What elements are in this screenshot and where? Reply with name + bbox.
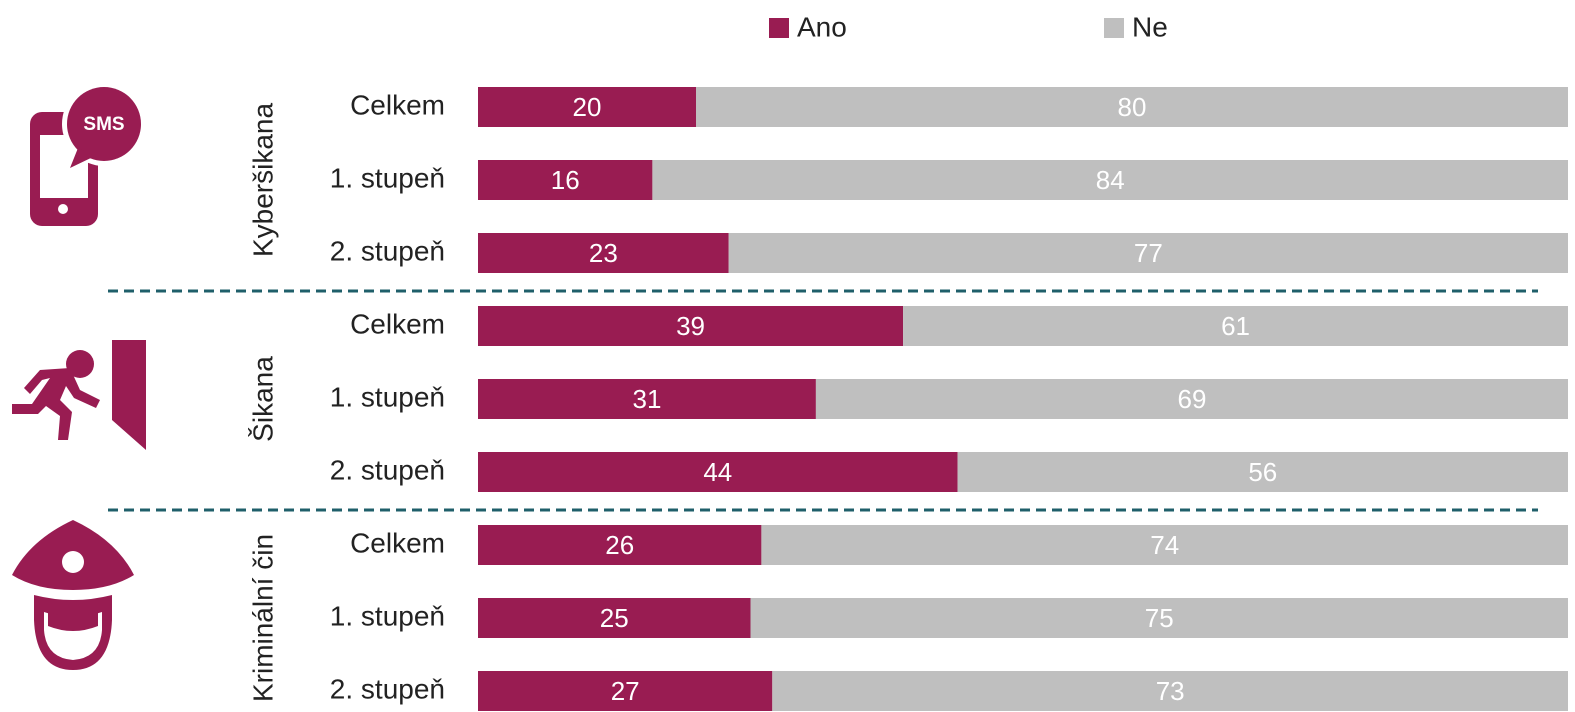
- value-label: 26: [605, 530, 634, 560]
- category-label: 1. stupeň: [330, 162, 445, 193]
- value-label: 31: [632, 384, 661, 414]
- group-label: Šikana: [247, 356, 278, 442]
- bar-segment: [478, 525, 762, 565]
- value-label: 20: [573, 92, 602, 122]
- value-label: 74: [1150, 530, 1179, 560]
- legend-swatch: [769, 18, 789, 38]
- value-label: 80: [1118, 92, 1147, 122]
- category-label: 2. stupeň: [330, 454, 445, 485]
- bar-segment: [728, 233, 1568, 273]
- phone-icon: [30, 82, 146, 226]
- category-label: Celkem: [350, 527, 445, 558]
- value-label: 75: [1145, 603, 1174, 633]
- bar-segment: [696, 87, 1568, 127]
- category-label: Celkem: [350, 308, 445, 339]
- bar-segment: [903, 306, 1568, 346]
- bar-segment: [761, 525, 1568, 565]
- icon-text: SMS: [83, 114, 124, 135]
- legend-label: Ano: [797, 11, 847, 42]
- value-label: 61: [1221, 311, 1250, 341]
- value-label: 56: [1248, 457, 1277, 487]
- bar-segment: [478, 233, 729, 273]
- value-label: 27: [611, 676, 640, 706]
- category-label: 1. stupeň: [330, 381, 445, 412]
- bar-segment: [478, 452, 958, 492]
- value-label: 69: [1177, 384, 1206, 414]
- value-label: 16: [551, 165, 580, 195]
- value-label: 39: [676, 311, 705, 341]
- bar-segment: [815, 379, 1568, 419]
- police-icon: [12, 520, 134, 670]
- running-icon: [12, 340, 146, 450]
- bar-segment: [652, 160, 1568, 200]
- group-label: Kriminální čin: [247, 534, 278, 702]
- group-label: Kyberšikana: [247, 103, 278, 258]
- category-label: 1. stupeň: [330, 600, 445, 631]
- value-label: 25: [600, 603, 629, 633]
- bar-segment: [957, 452, 1568, 492]
- bar-segment: [750, 598, 1568, 638]
- bar-segment: [478, 306, 904, 346]
- value-label: 44: [703, 457, 732, 487]
- value-label: 77: [1134, 238, 1163, 268]
- category-label: Celkem: [350, 89, 445, 120]
- bar-segment: [478, 379, 816, 419]
- bar-segment: [478, 160, 653, 200]
- value-label: 23: [589, 238, 618, 268]
- bar-segment: [478, 671, 773, 711]
- legend-label: Ne: [1132, 11, 1168, 42]
- value-label: 73: [1156, 676, 1185, 706]
- value-label: 84: [1096, 165, 1125, 195]
- category-label: 2. stupeň: [330, 235, 445, 266]
- bar-segment: [478, 598, 751, 638]
- category-label: 2. stupeň: [330, 673, 445, 704]
- bar-segment: [478, 87, 696, 127]
- bar-segment: [772, 671, 1568, 711]
- legend-swatch: [1104, 18, 1124, 38]
